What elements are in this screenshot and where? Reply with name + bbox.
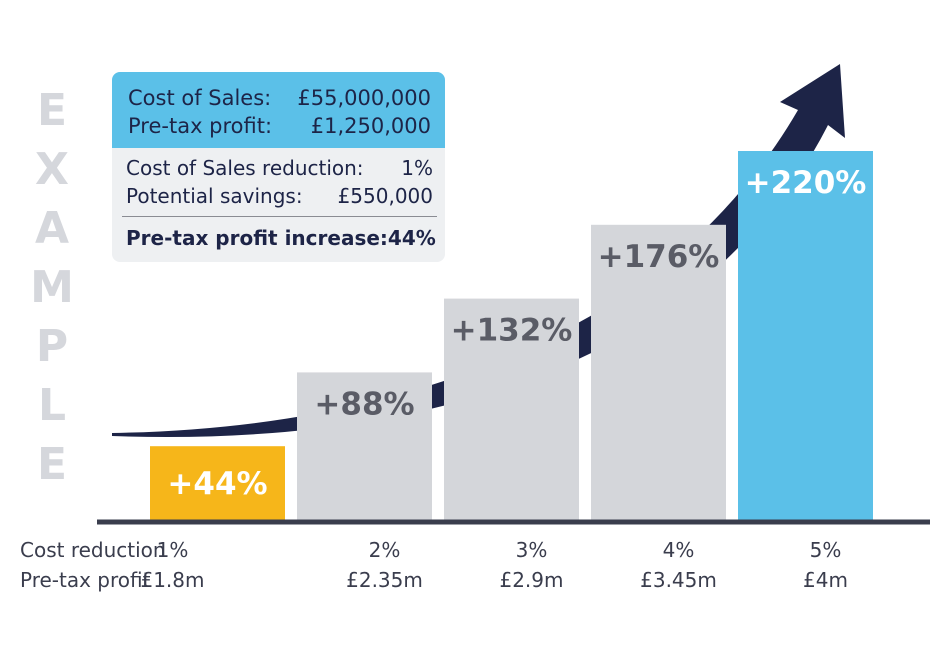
cost-of-sales-value: £55,000,000 bbox=[297, 86, 431, 110]
bar-label-5: +220% bbox=[745, 165, 867, 201]
bar-label-1: +44% bbox=[167, 466, 267, 502]
info-box-divider bbox=[122, 216, 437, 217]
increase-value: 44% bbox=[387, 226, 436, 250]
bar-3 bbox=[444, 298, 579, 520]
bar-4 bbox=[591, 224, 726, 521]
bar-5 bbox=[738, 151, 873, 520]
category-pretax-profit-4: £3.45m bbox=[640, 568, 717, 592]
row-label-cost-reduction: Cost reduction bbox=[20, 538, 166, 562]
category-pretax-profit-1: £1.8m bbox=[140, 568, 204, 592]
pretax-profit-value: £1,250,000 bbox=[310, 114, 431, 138]
watermark-letter-3: A bbox=[35, 203, 69, 254]
category-pretax-profit-5: £4m bbox=[803, 568, 848, 592]
watermark-letter-5: P bbox=[36, 321, 68, 372]
category-cost-reduction-1: 1% bbox=[157, 538, 189, 562]
bar-2 bbox=[297, 372, 432, 520]
bars bbox=[150, 151, 873, 521]
category-cost-reduction-4: 4% bbox=[663, 538, 695, 562]
bar-label-2: +88% bbox=[314, 386, 414, 422]
category-cost-reduction-3: 3% bbox=[516, 538, 548, 562]
watermark-letter-1: E bbox=[37, 85, 67, 136]
watermark-letter-2: X bbox=[35, 144, 69, 195]
increase-label: Pre-tax profit increase: bbox=[126, 226, 388, 250]
pretax-profit-label: Pre-tax profit: bbox=[128, 114, 273, 138]
category-pretax-profit-3: £2.9m bbox=[499, 568, 563, 592]
watermark-letter-6: L bbox=[38, 380, 66, 431]
watermark-letter-4: M bbox=[30, 262, 74, 313]
watermark-letter-7: E bbox=[37, 439, 67, 490]
category-pretax-profit-2: £2.35m bbox=[346, 568, 423, 592]
info-box-body: Cost of Sales reduction: 1% Potential sa… bbox=[112, 148, 445, 252]
info-box-header: Cost of Sales: £55,000,000 Pre-tax profi… bbox=[112, 72, 445, 148]
bar-1 bbox=[150, 446, 285, 520]
bar-label-3: +132% bbox=[451, 313, 573, 349]
category-cost-reduction-5: 5% bbox=[810, 538, 842, 562]
savings-label: Potential savings: bbox=[126, 184, 303, 208]
reduction-value: 1% bbox=[401, 156, 433, 180]
savings-value: £550,000 bbox=[337, 184, 433, 208]
bar-data-labels: +44% +88% +132% +176% +220% bbox=[167, 165, 866, 502]
bar-label-4: +176% bbox=[598, 239, 720, 275]
category-labels: 1% £1.8m 2% £2.35m 3% £2.9m 4% £3.45m 5% £4m bbox=[140, 538, 847, 592]
cost-of-sales-label: Cost of Sales: bbox=[128, 86, 272, 110]
example-info-box: Cost of Sales: £55,000,000 Pre-tax profi… bbox=[112, 72, 445, 262]
category-cost-reduction-2: 2% bbox=[369, 538, 401, 562]
row-label-pretax-profit: Pre-tax profit bbox=[20, 568, 151, 592]
reduction-label: Cost of Sales reduction: bbox=[126, 156, 364, 180]
